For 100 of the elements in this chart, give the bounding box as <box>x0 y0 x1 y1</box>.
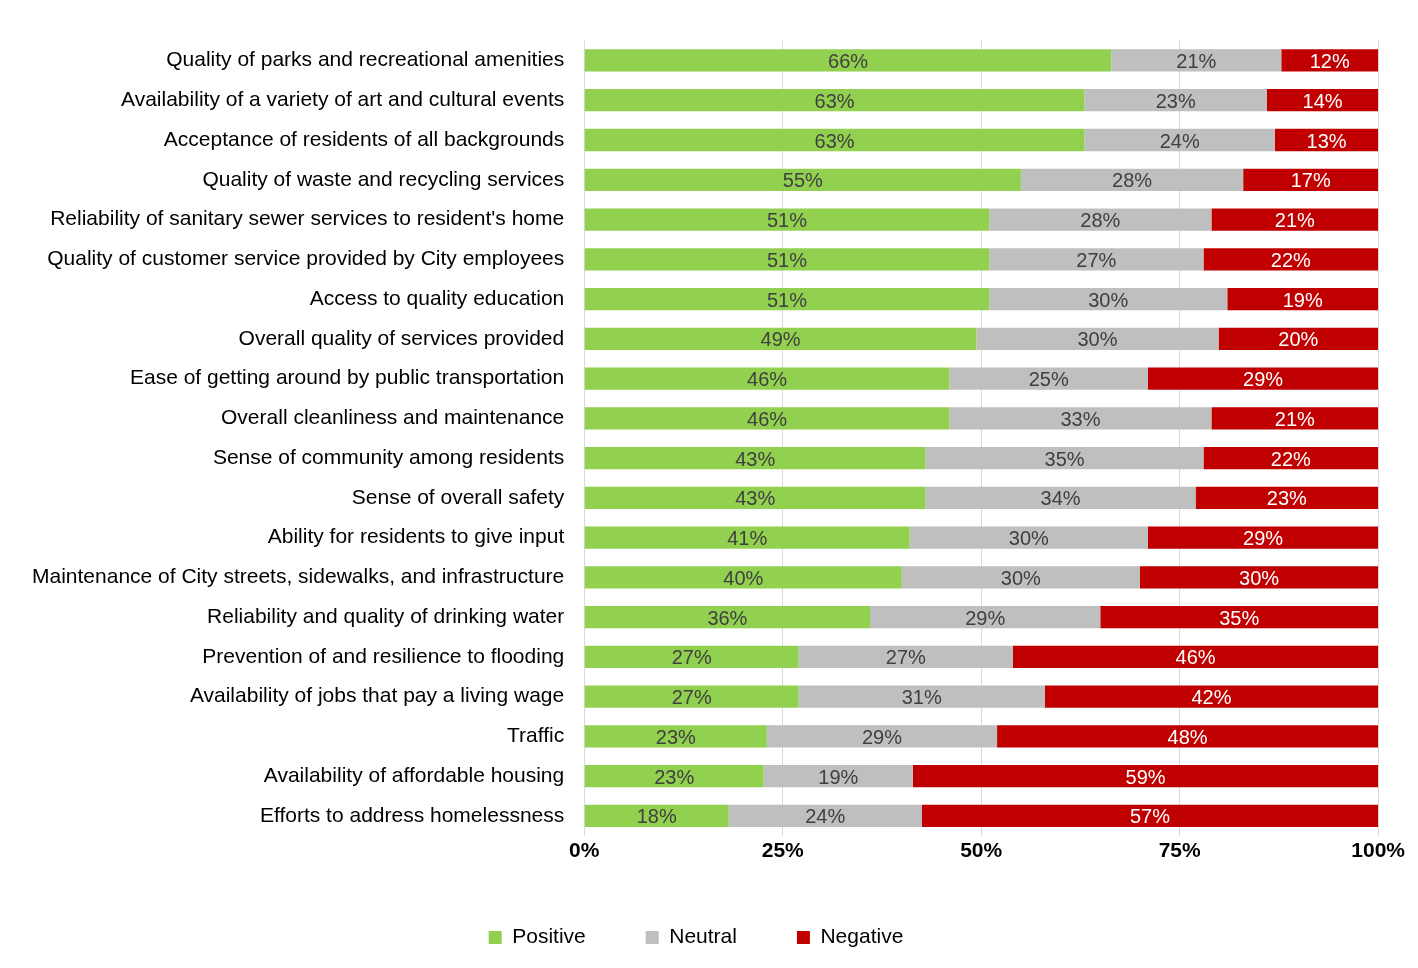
data-label: 18% <box>636 805 677 828</box>
bar <box>584 287 990 311</box>
data-label: 42% <box>1191 686 1232 709</box>
data-label: 29% <box>1243 368 1284 391</box>
bar <box>976 327 1219 350</box>
bar <box>1084 89 1267 112</box>
bar <box>949 407 1212 430</box>
bar <box>584 446 926 470</box>
data-label: 40% <box>723 566 764 589</box>
bar <box>1281 49 1379 72</box>
data-label: 19% <box>1282 288 1323 311</box>
data-label: 51% <box>766 209 808 232</box>
data-label: 24% <box>1159 129 1200 152</box>
data-label: 29% <box>965 606 1006 629</box>
data-label: 41% <box>727 527 768 550</box>
bar <box>1084 128 1275 152</box>
bar <box>949 367 1148 390</box>
bar <box>584 566 902 589</box>
data-label: 35% <box>1044 447 1085 470</box>
data-label: 21% <box>1176 50 1217 72</box>
bar <box>901 566 1140 589</box>
data-label: 17% <box>1290 169 1331 192</box>
bar <box>921 804 1379 828</box>
y-tick-label: Access to quality education <box>309 285 565 309</box>
y-tick-label: Availability of affordable housing <box>263 762 565 786</box>
y-tick-label: Sense of overall safety <box>351 484 565 508</box>
data-label: 43% <box>735 487 776 510</box>
bar <box>766 725 998 748</box>
x-tick-label: 0% <box>569 838 600 862</box>
bar <box>1211 208 1379 231</box>
data-label: 27% <box>885 646 926 669</box>
data-label: 33% <box>1060 407 1101 430</box>
y-tick-label: Reliability and quality of drinking water <box>207 603 565 627</box>
bar <box>584 486 926 509</box>
data-label: 27% <box>671 646 712 669</box>
y-tick-label: Ease of getting around by public transportation <box>129 365 565 389</box>
x-tick-label: 100% <box>1351 838 1406 862</box>
data-label: 63% <box>814 129 855 152</box>
x-tick-label: 50% <box>960 838 1003 862</box>
data-label: 46% <box>1175 646 1216 669</box>
y-tick-label: Acceptance of residents of all backgrounds <box>163 126 565 150</box>
data-label: 28% <box>1112 169 1153 192</box>
data-label: 57% <box>1129 805 1171 828</box>
data-label: 22% <box>1270 248 1312 271</box>
data-label: 14% <box>1302 89 1343 112</box>
legend-label: Neutral <box>669 924 737 948</box>
bar <box>584 327 977 350</box>
bar <box>584 248 990 271</box>
data-label: 43% <box>735 447 776 470</box>
bar <box>989 287 1228 311</box>
data-label: 29% <box>861 725 903 748</box>
bar <box>584 645 799 669</box>
bar <box>1227 287 1379 311</box>
bar <box>925 486 1196 509</box>
bar <box>925 446 1204 470</box>
y-tick-label: Traffic <box>507 723 565 747</box>
bar <box>584 407 950 430</box>
y-tick-label: Overall quality of services provided <box>238 325 565 349</box>
bar <box>1100 605 1379 629</box>
data-label: 13% <box>1306 129 1347 152</box>
data-label: 27% <box>671 686 712 709</box>
bar <box>1203 446 1379 470</box>
data-label: 28% <box>1080 209 1121 232</box>
data-label: 23% <box>1266 487 1308 510</box>
data-label: 25% <box>1028 368 1069 391</box>
bar <box>584 208 990 231</box>
y-tick-label: Efforts to address homelessness <box>259 802 565 826</box>
data-label: 29% <box>1243 527 1284 550</box>
bar <box>1012 645 1379 669</box>
bar <box>798 645 1013 669</box>
bar <box>584 367 950 390</box>
bar <box>584 804 729 828</box>
y-tick-label: Prevention of and resilience to flooding <box>202 643 565 667</box>
bar <box>912 765 1379 788</box>
y-tick-label: Quality of customer service provided by City employees <box>47 246 565 270</box>
bar <box>584 725 767 748</box>
bar <box>1243 168 1379 191</box>
bar <box>584 168 1021 191</box>
data-label: 30% <box>1008 527 1050 550</box>
bar <box>584 605 871 629</box>
bar <box>1195 486 1379 509</box>
x-tick-label: 25% <box>761 838 805 862</box>
data-label: 31% <box>901 686 942 709</box>
y-tick-label: Maintenance of City streets, sidewalks, and infrastructure <box>31 564 565 588</box>
bar <box>584 685 799 708</box>
data-label: 23% <box>654 765 695 788</box>
bar <box>584 765 764 788</box>
y-tick-label: Ability for residents to give input <box>267 524 565 548</box>
data-label: 49% <box>760 328 801 351</box>
y-tick-label: Availability of a variety of art and cultural events <box>121 87 565 111</box>
data-label: 34% <box>1040 487 1081 510</box>
bar <box>1147 526 1379 549</box>
bar <box>997 725 1379 748</box>
data-label: 12% <box>1309 50 1350 72</box>
bar <box>584 89 1085 112</box>
data-label: 59% <box>1125 765 1166 788</box>
bar <box>1203 248 1379 271</box>
data-label: 46% <box>747 368 788 391</box>
bar <box>870 605 1101 629</box>
data-label: 23% <box>1155 89 1196 112</box>
